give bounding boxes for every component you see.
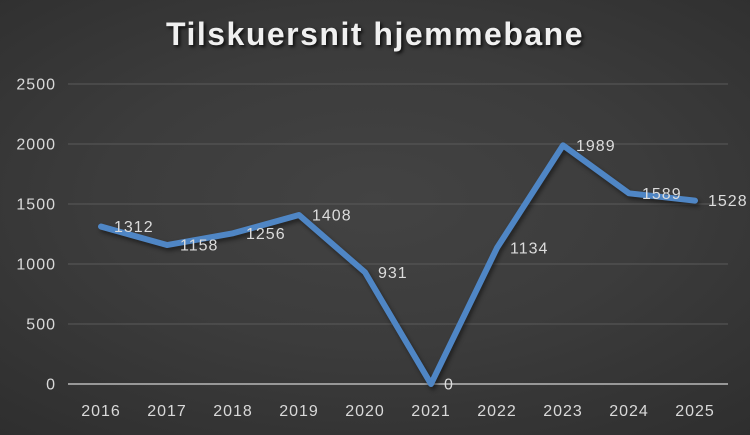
x-axis-label: 2016: [81, 403, 121, 420]
y-axis-tick-label: 2500: [16, 77, 56, 94]
y-axis-tick-label: 1000: [16, 257, 56, 274]
data-point-label: 1312: [114, 219, 154, 236]
data-point-label: 1158: [180, 238, 218, 255]
data-point-label: 1408: [312, 208, 352, 225]
x-axis-label: 2018: [213, 403, 253, 420]
x-axis-label: 2025: [675, 403, 715, 420]
series-line: [98, 142, 698, 387]
x-axis-label: 2022: [477, 403, 517, 420]
data-point-label: 0: [444, 377, 454, 394]
x-axis-label: 2020: [345, 403, 385, 420]
chart-title: Tilskuersnit hjemmebane: [165, 16, 585, 52]
data-point-label: 1134: [510, 240, 548, 257]
y-axis-tick-label: 2000: [16, 137, 56, 154]
data-point-label: 1528: [708, 193, 748, 210]
x-axis-label: 2017: [147, 403, 187, 420]
y-axis-tick-label: 1500: [16, 197, 56, 214]
data-point-label: 1989: [576, 138, 616, 155]
data-point-label: 1256: [246, 226, 286, 243]
x-axis-label: 2023: [543, 403, 583, 420]
data-point-label: 931: [378, 265, 408, 282]
y-axis-tick-label: 500: [26, 317, 56, 334]
y-axis-tick-label: 0: [46, 377, 56, 394]
data-point-label: 1589: [642, 186, 682, 203]
x-axis-label: 2019: [279, 403, 319, 420]
x-axis-label: 2024: [609, 403, 649, 420]
x-axis-label: 2021: [411, 403, 451, 420]
